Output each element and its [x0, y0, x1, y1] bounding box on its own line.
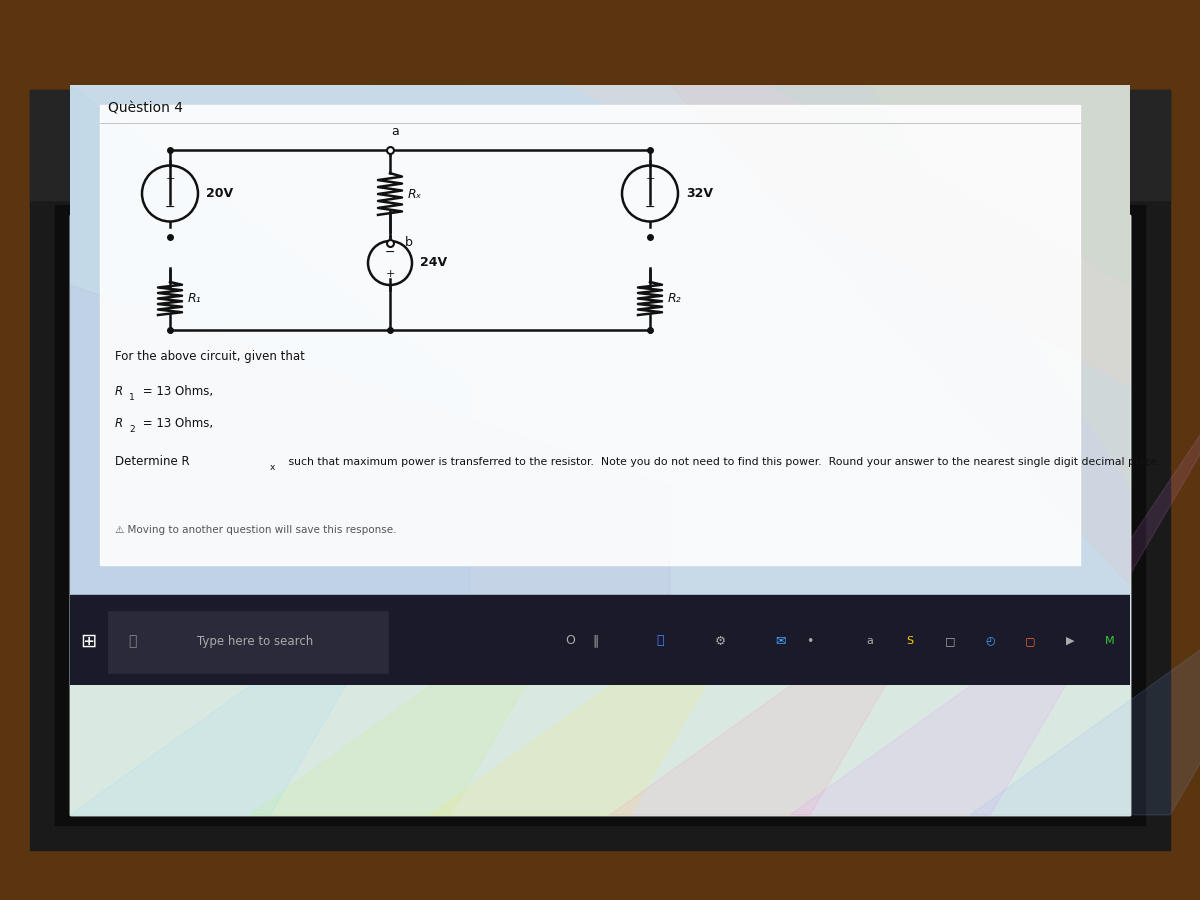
- Text: such that maximum power is transferred to the resistor.  Note you do not need to: such that maximum power is transferred t…: [286, 457, 1160, 467]
- Polygon shape: [970, 300, 1200, 815]
- Text: R₁: R₁: [188, 292, 202, 305]
- Text: R: R: [115, 417, 124, 430]
- Text: 32V: 32V: [686, 187, 713, 200]
- Text: Quèstion 4: Quèstion 4: [108, 102, 182, 116]
- Text: +: +: [385, 269, 395, 279]
- Bar: [70, 215, 1130, 815]
- Bar: [100, 185, 1100, 205]
- Text: ⌕: ⌕: [128, 634, 136, 648]
- Text: ▢: ▢: [1025, 636, 1036, 646]
- Text: = 13 Ohms,: = 13 Ohms,: [139, 385, 214, 398]
- Text: +: +: [646, 175, 655, 184]
- Polygon shape: [430, 300, 930, 815]
- Text: ⊞: ⊞: [80, 632, 96, 651]
- Polygon shape: [70, 85, 470, 685]
- Text: Determine R: Determine R: [115, 455, 190, 468]
- Bar: [430, 130, 770, 190]
- Text: •: •: [806, 634, 814, 647]
- Text: b: b: [406, 237, 413, 249]
- Bar: [85, 215, 1115, 630]
- Text: 1: 1: [130, 393, 134, 402]
- Text: O: O: [565, 634, 575, 647]
- Text: ⚠ Moving to another question will save this response.: ⚠ Moving to another question will save t…: [115, 525, 396, 535]
- Bar: [55, 205, 1145, 825]
- Text: ✉: ✉: [775, 634, 785, 647]
- Bar: [30, 90, 1170, 850]
- Text: ◴: ◴: [985, 636, 995, 646]
- Bar: [70, 215, 1130, 815]
- Text: M: M: [1105, 636, 1115, 646]
- Bar: [108, 611, 388, 673]
- Polygon shape: [370, 85, 1130, 285]
- Text: +: +: [166, 175, 175, 184]
- Text: Type here to search: Type here to search: [197, 634, 313, 647]
- Bar: [70, 595, 1130, 685]
- Text: For the above circuit, given that: For the above circuit, given that: [115, 350, 305, 363]
- Text: a: a: [866, 636, 874, 646]
- Text: R: R: [115, 385, 124, 398]
- Bar: [100, 105, 1080, 565]
- Text: S: S: [906, 636, 913, 646]
- Bar: [70, 215, 1130, 815]
- Text: hp: hp: [848, 155, 892, 185]
- Polygon shape: [670, 85, 1130, 585]
- Polygon shape: [790, 300, 1200, 815]
- Polygon shape: [70, 285, 670, 685]
- Polygon shape: [610, 300, 1110, 815]
- Text: a: a: [391, 125, 398, 138]
- Text: = 13 Ohms,: = 13 Ohms,: [139, 417, 214, 430]
- Text: 💼: 💼: [656, 634, 664, 647]
- Text: 24V: 24V: [420, 256, 448, 269]
- Polygon shape: [570, 85, 1130, 385]
- Polygon shape: [70, 300, 570, 815]
- Text: x: x: [270, 463, 275, 472]
- Text: 20V: 20V: [206, 187, 233, 200]
- Text: −: −: [644, 201, 655, 214]
- Text: −: −: [164, 201, 175, 214]
- Bar: [30, 90, 1170, 200]
- Text: □: □: [944, 636, 955, 646]
- Polygon shape: [470, 85, 1130, 485]
- Bar: [70, 215, 1130, 815]
- Bar: [70, 215, 1130, 815]
- Text: Rₓ: Rₓ: [408, 187, 422, 201]
- Bar: [70, 215, 1130, 815]
- Polygon shape: [250, 300, 750, 815]
- Bar: [70, 215, 1130, 815]
- Text: R₂: R₂: [668, 292, 682, 305]
- Text: 2: 2: [130, 425, 134, 434]
- Text: −: −: [385, 246, 395, 258]
- Text: ▶: ▶: [1066, 636, 1074, 646]
- Text: ⚙: ⚙: [714, 634, 726, 647]
- Text: ∥: ∥: [592, 634, 598, 647]
